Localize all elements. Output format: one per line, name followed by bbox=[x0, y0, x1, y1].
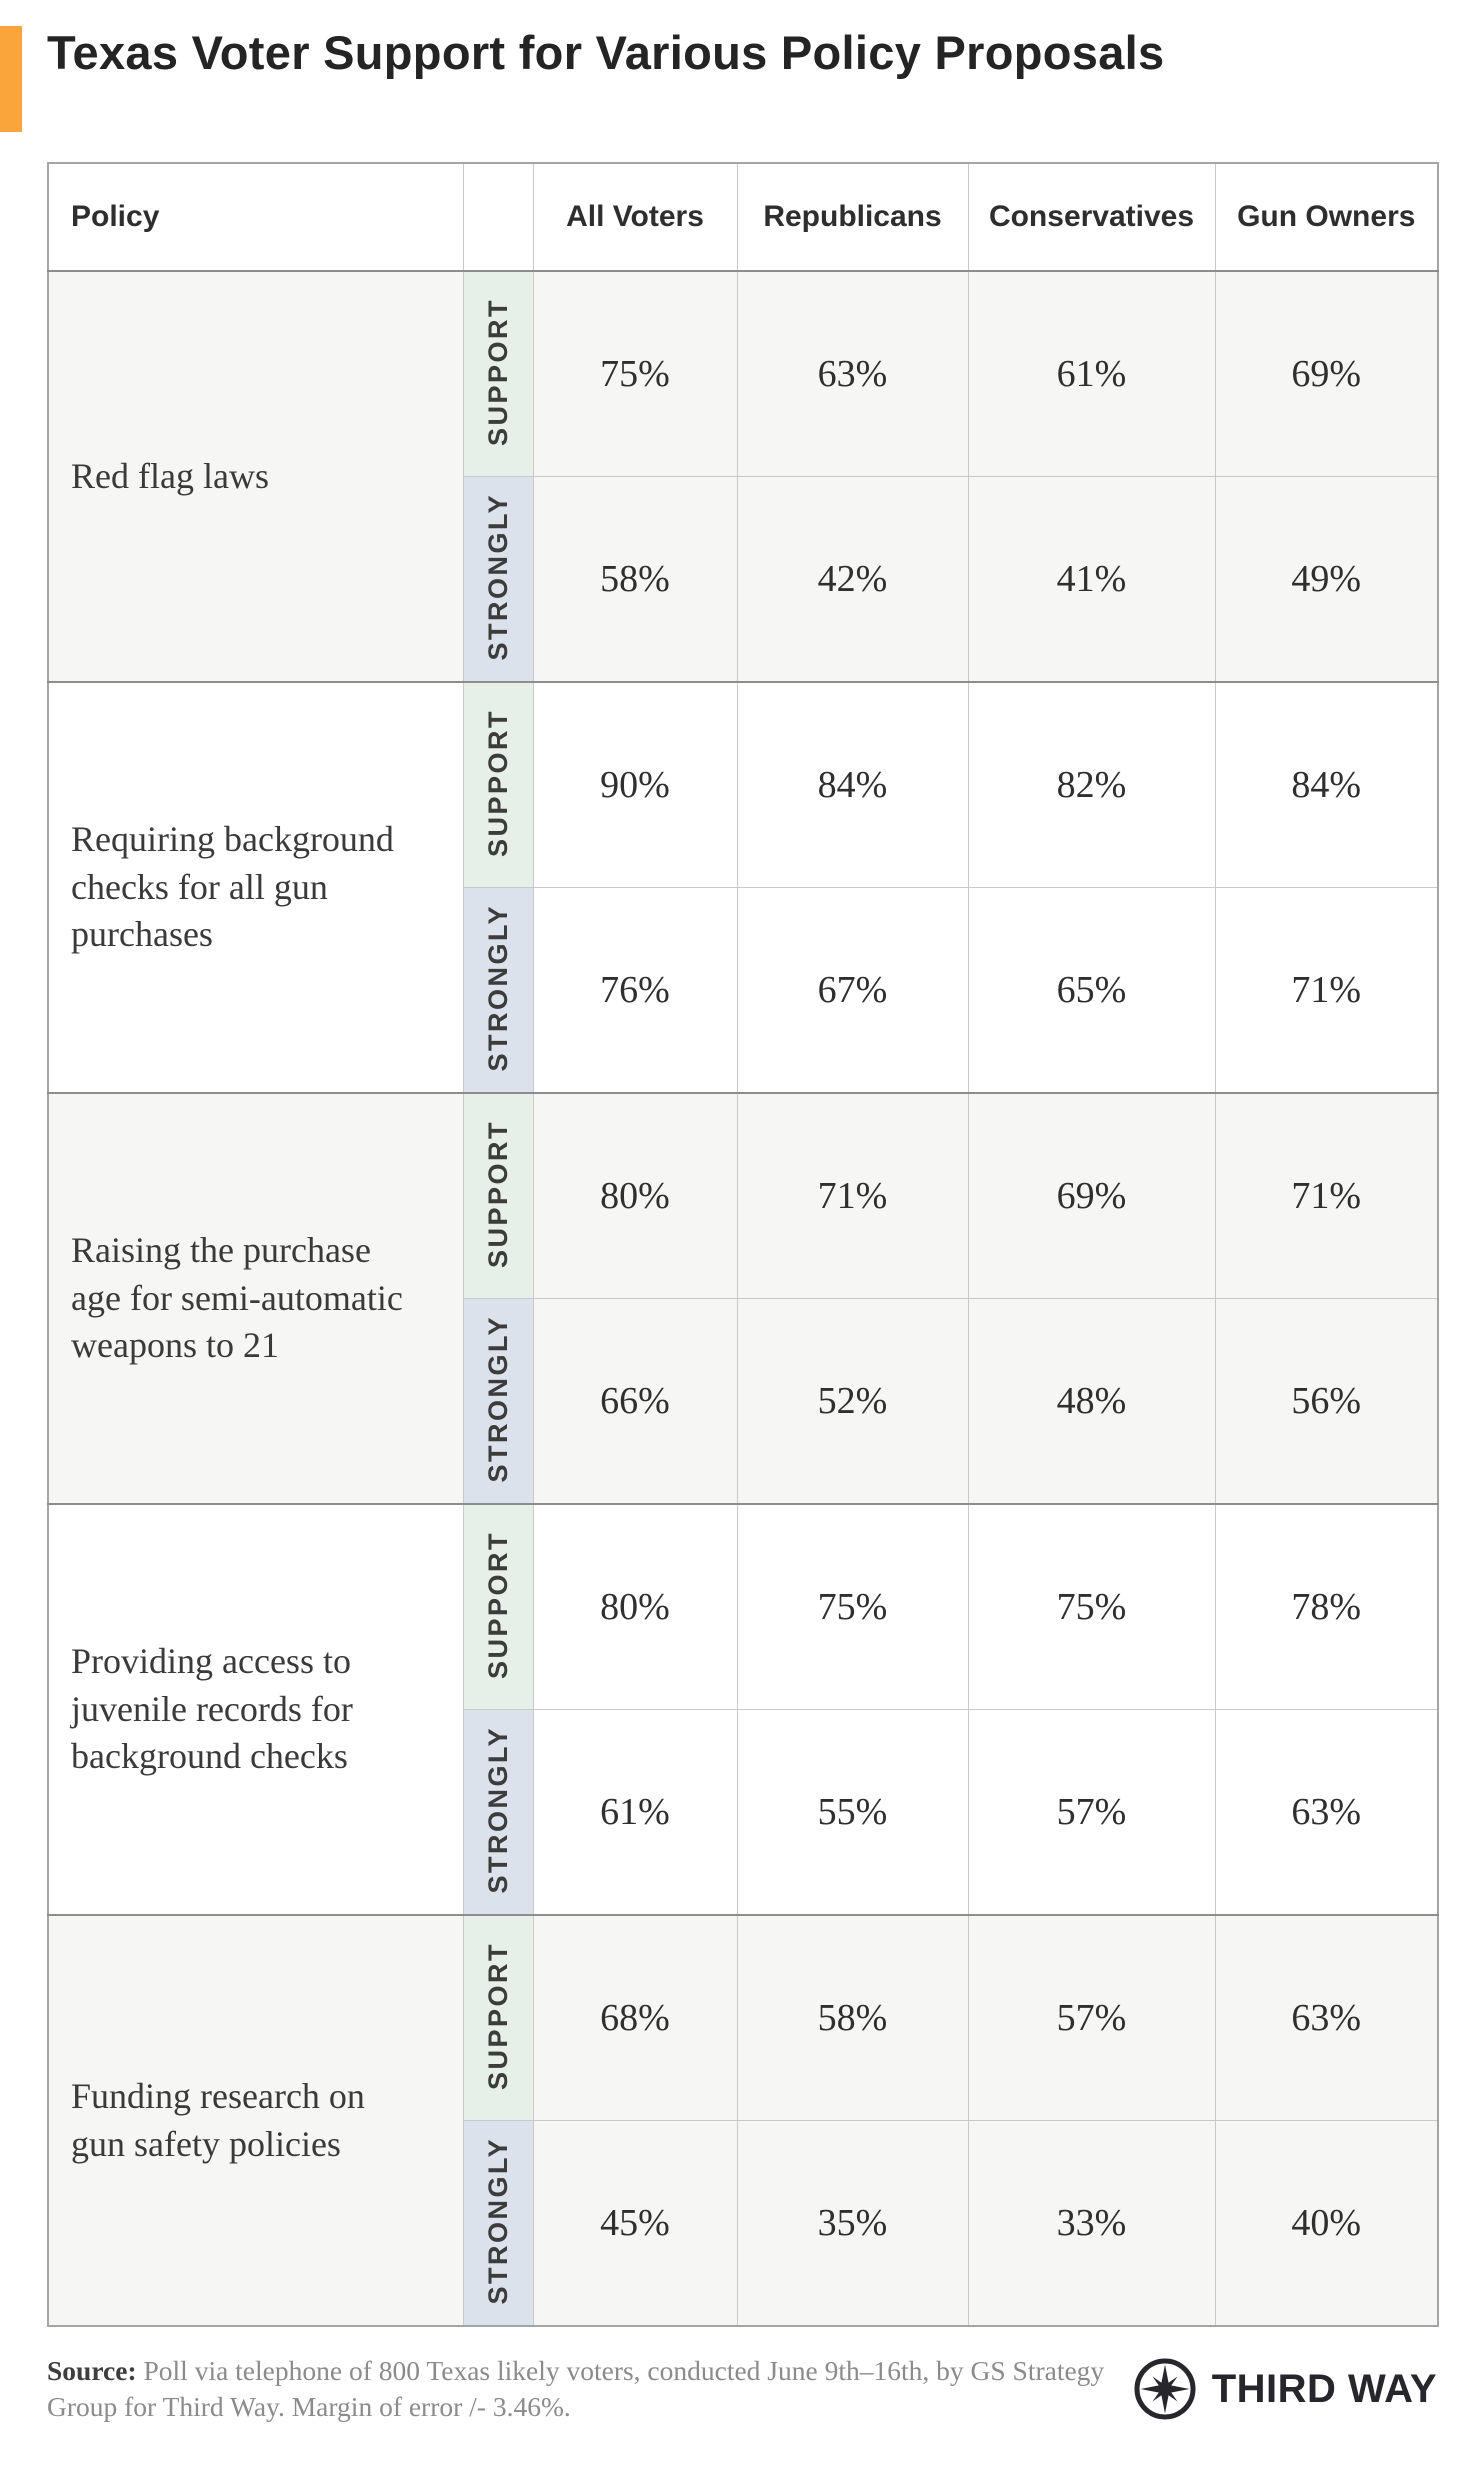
value-cell: 48% bbox=[967, 1298, 1216, 1505]
policy-row-support: Raising the purchase age for semi-automa… bbox=[47, 1092, 1439, 1505]
strongly-row-label-cell: STRONGLY bbox=[462, 476, 534, 683]
value-cell: 42% bbox=[736, 476, 969, 683]
policy-row-support: Providing access to juvenile records for… bbox=[47, 1503, 1439, 1916]
value-cell: 41% bbox=[967, 476, 1216, 683]
support-row-label: SUPPORT bbox=[482, 1530, 513, 1679]
value-cell: 71% bbox=[1214, 887, 1439, 1094]
value-cell: 40% bbox=[1214, 2120, 1439, 2327]
value-cell: 67% bbox=[736, 887, 969, 1094]
value-cell: 65% bbox=[967, 887, 1216, 1094]
poll-table: Policy All Voters Republicans Conservati… bbox=[47, 162, 1439, 2328]
value-cell: 63% bbox=[1214, 1709, 1439, 1916]
support-row-label: SUPPORT bbox=[482, 297, 513, 446]
value-cell: 75% bbox=[532, 270, 738, 478]
value-cell: 80% bbox=[532, 1503, 738, 1711]
strongly-row-label: STRONGLY bbox=[482, 2136, 513, 2305]
policy-name: Requiring background checks for all gun … bbox=[47, 681, 464, 1094]
support-row-label-cell: SUPPORT bbox=[462, 1914, 534, 2122]
third-way-logo: THIRD WAY bbox=[1133, 2357, 1437, 2421]
value-cell: 63% bbox=[1214, 1914, 1439, 2122]
value-cell: 66% bbox=[532, 1298, 738, 1505]
strongly-row-label-cell: STRONGLY bbox=[462, 2120, 534, 2327]
value-cell: 68% bbox=[532, 1914, 738, 2122]
policy-name: Funding research on gun safety policies bbox=[47, 1914, 464, 2327]
value-cell: 58% bbox=[532, 476, 738, 683]
support-row-label-cell: SUPPORT bbox=[462, 1503, 534, 1711]
policy-row-strongly: STRONGLY 76% 67% 65% 71% bbox=[48, 887, 1439, 1094]
value-cell: 58% bbox=[736, 1914, 969, 2122]
strongly-row-label-cell: STRONGLY bbox=[462, 887, 534, 1094]
strongly-row-label: STRONGLY bbox=[482, 903, 513, 1072]
column-header-policy: Policy bbox=[47, 162, 464, 273]
policy-row-strongly: STRONGLY 58% 42% 41% 49% bbox=[48, 476, 1439, 683]
policy-name: Raising the purchase age for semi-automa… bbox=[47, 1092, 464, 1505]
value-cell: 75% bbox=[967, 1503, 1216, 1711]
value-cell: 57% bbox=[967, 1914, 1216, 2122]
support-row-label: SUPPORT bbox=[482, 1941, 513, 2090]
value-cell: 57% bbox=[967, 1709, 1216, 1916]
table-body: Red flag laws SUPPORT 75% 63% 61% 69% STRONGLY… bbox=[47, 270, 1439, 2327]
strongly-row-label: STRONGLY bbox=[482, 492, 513, 661]
logo-wordmark: THIRD WAY bbox=[1211, 2366, 1437, 2411]
policy-name: Providing access to juvenile records for… bbox=[47, 1503, 464, 1916]
value-cell: 75% bbox=[736, 1503, 969, 1711]
value-cell: 63% bbox=[736, 270, 969, 478]
footer: Source: Poll via telephone of 800 Texas … bbox=[47, 2353, 1437, 2425]
source-note: Source: Poll via telephone of 800 Texas … bbox=[47, 2353, 1122, 2425]
support-row-label: SUPPORT bbox=[482, 708, 513, 857]
column-header-gun-owners: Gun Owners bbox=[1214, 162, 1439, 273]
strongly-row-label-cell: STRONGLY bbox=[462, 1298, 534, 1505]
policy-row-support: Funding research on gun safety policies S… bbox=[47, 1914, 1439, 2327]
value-cell: 71% bbox=[736, 1092, 969, 1300]
value-cell: 90% bbox=[532, 681, 738, 889]
header-row: Policy All Voters Republicans Conservati… bbox=[47, 162, 1439, 273]
value-cell: 55% bbox=[736, 1709, 969, 1916]
value-cell: 49% bbox=[1214, 476, 1439, 683]
support-row-label-cell: SUPPORT bbox=[462, 1092, 534, 1300]
page-title: Texas Voter Support for Various Policy P… bbox=[47, 26, 1165, 79]
value-cell: 52% bbox=[736, 1298, 969, 1505]
support-row-label-cell: SUPPORT bbox=[462, 681, 534, 889]
value-cell: 71% bbox=[1214, 1092, 1439, 1300]
policy-row-support: Red flag laws SUPPORT 75% 63% 61% 69% bbox=[47, 270, 1439, 683]
value-cell: 69% bbox=[967, 1092, 1216, 1300]
policy-name: Red flag laws bbox=[47, 270, 464, 683]
strongly-row-label: STRONGLY bbox=[482, 1725, 513, 1894]
value-cell: 82% bbox=[967, 681, 1216, 889]
value-cell: 78% bbox=[1214, 1503, 1439, 1711]
policy-row-strongly: STRONGLY 45% 35% 33% 40% bbox=[48, 2120, 1439, 2327]
value-cell: 84% bbox=[1214, 681, 1439, 889]
column-header-all-voters: All Voters bbox=[532, 162, 738, 273]
support-row-label: SUPPORT bbox=[482, 1119, 513, 1268]
value-cell: 80% bbox=[532, 1092, 738, 1300]
title-accent-bar bbox=[0, 26, 22, 132]
strongly-row-label: STRONGLY bbox=[482, 1314, 513, 1483]
column-header-republicans: Republicans bbox=[736, 162, 969, 273]
column-header-spacer bbox=[462, 162, 534, 273]
support-row-label-cell: SUPPORT bbox=[462, 270, 534, 478]
value-cell: 33% bbox=[967, 2120, 1216, 2327]
column-header-conservatives: Conservatives bbox=[967, 162, 1216, 273]
value-cell: 45% bbox=[532, 2120, 738, 2327]
value-cell: 61% bbox=[532, 1709, 738, 1916]
source-label: Source: bbox=[47, 2355, 137, 2387]
value-cell: 56% bbox=[1214, 1298, 1439, 1505]
policy-row-strongly: STRONGLY 66% 52% 48% 56% bbox=[48, 1298, 1439, 1505]
policy-row-support: Requiring background checks for all gun … bbox=[47, 681, 1439, 1094]
value-cell: 76% bbox=[532, 887, 738, 1094]
value-cell: 35% bbox=[736, 2120, 969, 2327]
source-text: Poll via telephone of 800 Texas likely v… bbox=[47, 2355, 1105, 2422]
strongly-row-label-cell: STRONGLY bbox=[462, 1709, 534, 1916]
value-cell: 69% bbox=[1214, 270, 1439, 478]
value-cell: 84% bbox=[736, 681, 969, 889]
value-cell: 61% bbox=[967, 270, 1216, 478]
compass-star-icon bbox=[1134, 2358, 1196, 2420]
